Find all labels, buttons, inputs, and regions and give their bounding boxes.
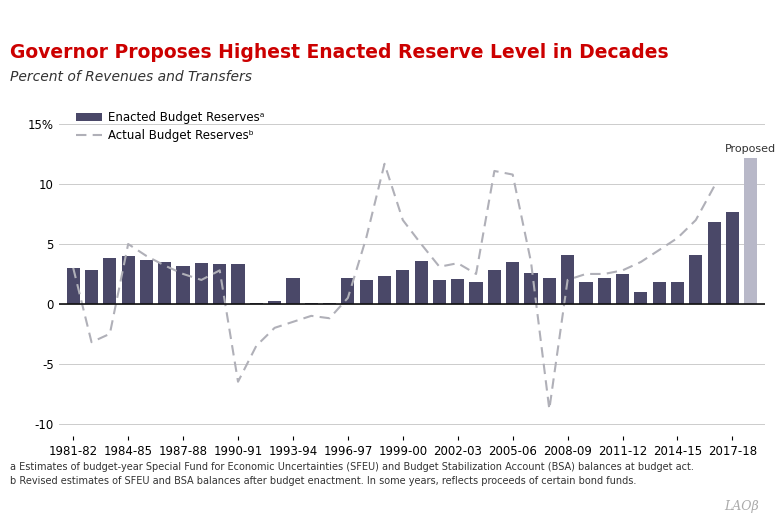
Bar bbox=[597, 278, 611, 304]
Bar bbox=[194, 263, 208, 304]
Bar bbox=[396, 270, 409, 304]
Bar bbox=[85, 270, 98, 304]
Bar bbox=[616, 274, 629, 304]
Bar bbox=[159, 262, 171, 304]
Bar bbox=[103, 258, 116, 304]
Bar bbox=[378, 276, 391, 304]
Bar bbox=[177, 266, 190, 304]
Bar bbox=[231, 265, 244, 304]
Bar bbox=[359, 280, 373, 304]
Bar bbox=[561, 255, 574, 304]
Bar bbox=[726, 212, 739, 304]
Bar bbox=[268, 301, 281, 304]
Bar bbox=[671, 282, 684, 304]
Text: a Estimates of budget-year Special Fund for Economic Uncertainties (SFEU) and Bu: a Estimates of budget-year Special Fund … bbox=[10, 462, 694, 472]
Bar bbox=[213, 265, 226, 304]
Bar bbox=[66, 268, 80, 304]
Bar bbox=[305, 303, 318, 304]
Bar bbox=[634, 292, 647, 304]
Text: LAOβ: LAOβ bbox=[725, 500, 759, 513]
Bar bbox=[506, 262, 519, 304]
Bar bbox=[524, 273, 537, 304]
Bar bbox=[744, 158, 758, 304]
Bar bbox=[140, 260, 153, 304]
Bar bbox=[323, 303, 336, 304]
Bar bbox=[415, 261, 428, 304]
Bar bbox=[341, 278, 355, 304]
Legend: Enacted Budget Reservesᵃ, Actual Budget Reservesᵇ: Enacted Budget Reservesᵃ, Actual Budget … bbox=[72, 106, 269, 147]
Bar bbox=[708, 222, 721, 304]
Text: Governor Proposes Highest Enacted Reserve Level in Decades: Governor Proposes Highest Enacted Reserv… bbox=[10, 43, 669, 62]
Bar bbox=[653, 282, 665, 304]
Bar bbox=[122, 256, 135, 304]
Bar bbox=[250, 303, 263, 304]
Bar bbox=[433, 280, 446, 304]
Bar bbox=[543, 278, 556, 304]
Bar bbox=[488, 270, 501, 304]
Bar bbox=[580, 282, 593, 304]
Bar bbox=[469, 282, 483, 304]
Text: Percent of Revenues and Transfers: Percent of Revenues and Transfers bbox=[10, 70, 252, 84]
Bar bbox=[451, 279, 465, 304]
Text: b Revised estimates of SFEU and BSA balances after budget enactment. In some yea: b Revised estimates of SFEU and BSA bala… bbox=[10, 476, 637, 486]
Bar bbox=[689, 255, 702, 304]
Text: Figure 5: Figure 5 bbox=[27, 8, 86, 21]
Bar bbox=[287, 278, 300, 304]
Text: Proposed: Proposed bbox=[726, 144, 776, 154]
